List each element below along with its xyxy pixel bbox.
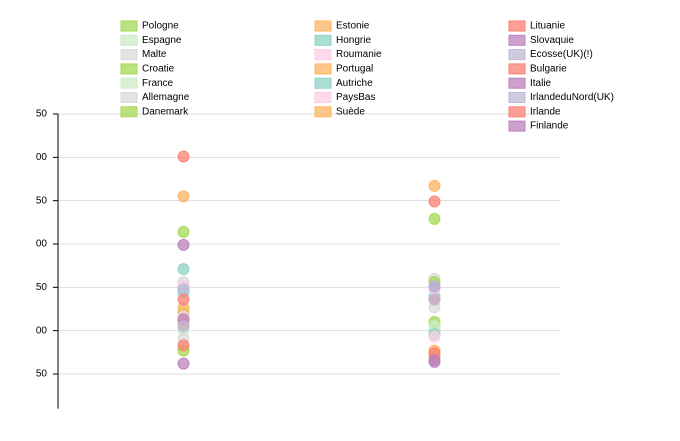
y-tick-label: 00	[36, 325, 48, 336]
dot	[428, 354, 441, 367]
dot	[428, 280, 441, 293]
dot	[177, 190, 190, 203]
legend-label: Suède	[336, 106, 365, 117]
legend-label: Malte	[142, 49, 167, 60]
legend-swatch	[508, 20, 526, 32]
legend-swatch	[508, 63, 526, 75]
legend-swatch	[508, 34, 526, 46]
legend-label: Roumanie	[336, 49, 382, 60]
legend-swatch	[120, 20, 138, 32]
dot	[428, 330, 441, 343]
legend-swatch	[314, 63, 332, 75]
dot	[177, 283, 190, 296]
legend-swatch	[314, 34, 332, 46]
legend-swatch	[508, 106, 526, 118]
y-tick-label: 50	[36, 195, 48, 206]
y-tick-label: 50	[36, 109, 48, 120]
legend-label: Lituanie	[530, 21, 565, 32]
dot	[177, 293, 190, 306]
dot	[177, 320, 190, 333]
legend-swatch	[508, 120, 526, 132]
dot	[428, 195, 441, 208]
legend-swatch	[120, 49, 138, 61]
legend-swatch	[314, 20, 332, 32]
legend-label: Espagne	[142, 35, 182, 46]
legend-label: Portugal	[336, 64, 373, 75]
legend-label: Danemark	[142, 106, 189, 117]
legend-swatch	[314, 77, 332, 89]
legend-label: PaysBas	[336, 92, 375, 103]
legend-label: Bulgarie	[530, 64, 567, 75]
legend-label: Croatie	[142, 64, 175, 75]
dot	[428, 179, 441, 192]
y-tick-label: 50	[36, 282, 48, 293]
y-tick-label: 00	[36, 239, 48, 250]
legend-label: Allemagne	[142, 92, 190, 103]
dot	[177, 238, 190, 251]
legend-label: Ecosse(UK)(!)	[530, 49, 593, 60]
dot	[177, 150, 190, 163]
legend-label: Italie	[530, 78, 552, 89]
dot	[428, 293, 441, 306]
legend-label: France	[142, 78, 174, 89]
legend-swatch	[120, 34, 138, 46]
legend-label: Slovaquie	[530, 35, 574, 46]
legend-label: IrlandeduNord(UK)	[530, 92, 614, 103]
legend-swatch	[314, 106, 332, 118]
legend-label: Irlande	[530, 106, 561, 117]
legend-swatch	[120, 106, 138, 118]
legend-swatch	[120, 63, 138, 75]
legend-swatch	[120, 92, 138, 103]
legend-label: Autriche	[336, 78, 373, 89]
legend-label: Pologne	[142, 21, 179, 32]
dot	[177, 263, 190, 276]
legend-swatch	[314, 92, 332, 103]
y-tick-label: 00	[36, 152, 48, 163]
legend-label: Hongrie	[336, 35, 371, 46]
dot	[177, 357, 190, 370]
legend-label: Estonie	[336, 21, 370, 32]
legend-swatch	[508, 77, 526, 89]
legend-swatch	[508, 49, 526, 61]
legend-swatch	[508, 92, 526, 103]
dot	[177, 225, 190, 238]
legend-swatch	[120, 77, 138, 89]
dot	[177, 339, 190, 352]
y-tick-label: 50	[36, 369, 48, 380]
dot	[428, 212, 441, 225]
legend-swatch	[314, 49, 332, 61]
legend-label: Finlande	[530, 121, 569, 132]
